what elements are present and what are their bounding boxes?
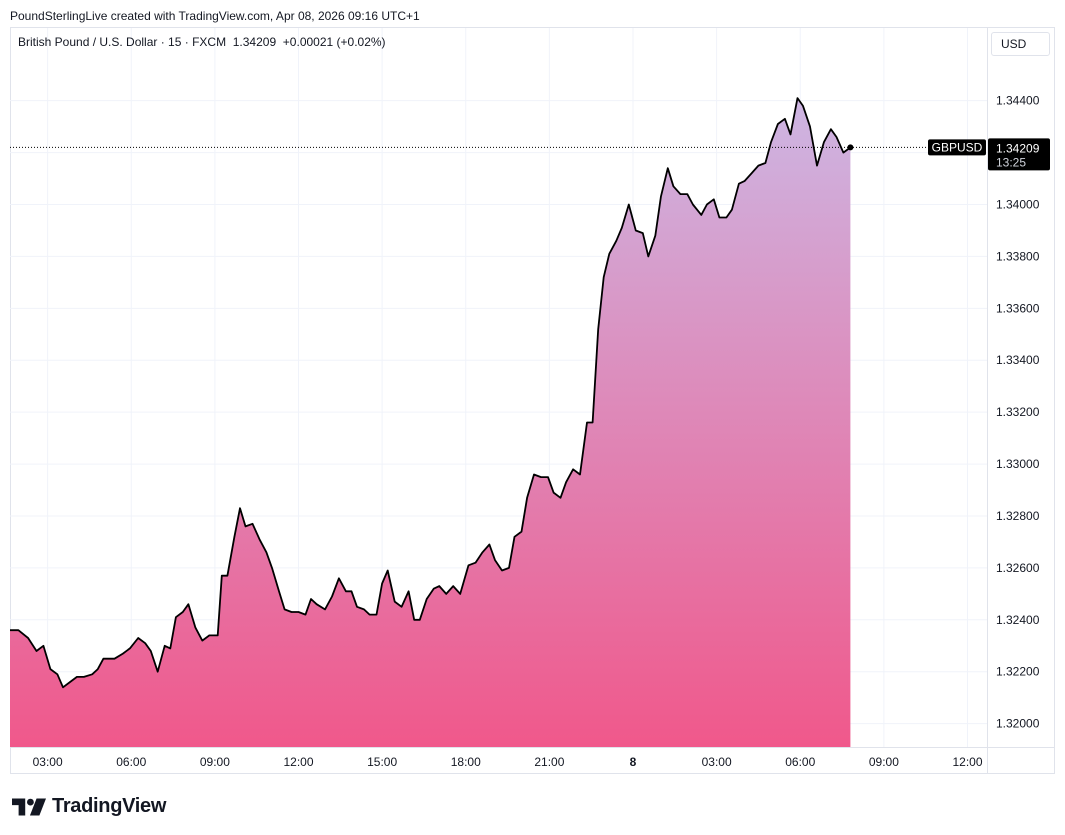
y-tick-label: 1.32400 [996,613,1040,627]
tradingview-brand[interactable]: TradingView [12,795,166,818]
x-tick-label: 15:00 [367,755,397,769]
bar-countdown-text: 13:25 [996,155,1026,169]
x-tick-label: 03:00 [33,755,63,769]
chart-frame [10,27,1055,774]
last-price-text: 1.34209 [996,141,1040,155]
legend-price: 1.34209 [232,35,277,49]
price-area [10,97,854,748]
x-tick-label: 21:00 [534,755,564,769]
y-tick-label: 1.33000 [996,457,1040,471]
y-tick-label: 1.33600 [996,301,1040,315]
y-tick-label: 1.32000 [996,717,1040,731]
symbol-name: British Pound / U.S. Dollar · 15 · FXCM [18,35,227,49]
x-tick-label: 06:00 [785,755,815,769]
y-tick-label: 1.32200 [996,665,1040,679]
y-tick-label: 1.32800 [996,509,1040,523]
series-name-label [928,139,986,156]
x-tick-label: 12:00 [283,755,313,769]
x-tick-label: 09:00 [869,755,899,769]
currency-button[interactable]: USD [991,32,1050,56]
brand-name: TradingView [52,795,167,817]
y-tick-label: 1.32600 [996,561,1040,575]
series-name-text: GBPUSD [932,140,983,154]
y-tick-label: 1.33200 [996,405,1040,419]
y-tick-label: 1.34000 [996,198,1040,212]
area-fill [10,98,851,748]
price-line [10,97,851,689]
y-tick-label: 1.34400 [996,94,1040,108]
last-price-label [988,138,1050,171]
x-tick-label: 8 [630,755,637,769]
x-tick-label: 18:00 [451,755,481,769]
y-tick-label: 1.33400 [996,353,1040,367]
tradingview-logo-icon [12,798,46,815]
chart-credit: PoundSterlingLive created with TradingVi… [10,9,420,23]
y-tick-label: 1.33800 [996,249,1040,263]
x-tick-label: 09:00 [200,755,230,769]
legend-change: +0.00021 (+0.02%) [282,35,386,49]
x-tick-label: 06:00 [116,755,146,769]
x-tick-label: 03:00 [702,755,732,769]
x-tick-label: 12:00 [952,755,982,769]
symbol-legend[interactable]: British Pound / U.S. Dollar · 15 · FXCM … [18,35,386,49]
